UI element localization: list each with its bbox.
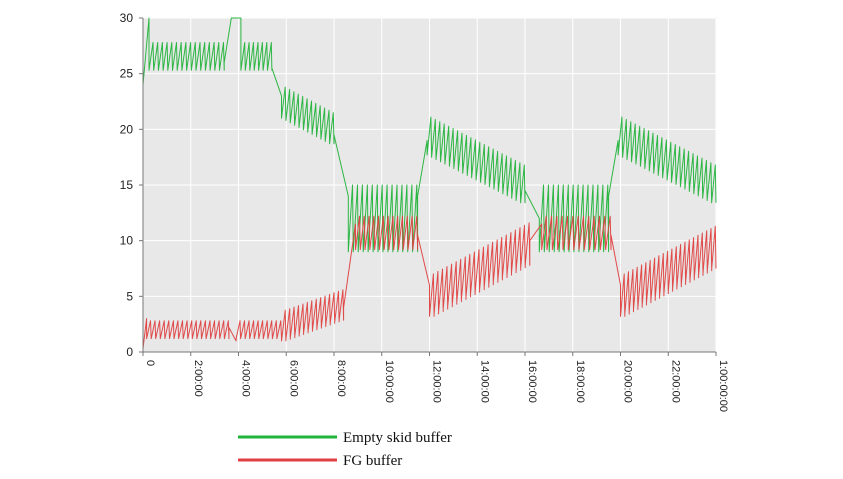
legend-label-empty-skid-buffer: Empty skid buffer xyxy=(343,430,452,446)
x-tick-label: 6:00:00 xyxy=(287,360,299,397)
x-tick-label: 20:00:00 xyxy=(622,360,634,403)
series-line-empty-skid-buffer xyxy=(142,17,717,253)
x-tick-label: 0 xyxy=(144,360,156,366)
y-tick-label: 15 xyxy=(120,178,134,192)
x-tick-label: 2:00:00 xyxy=(192,360,204,397)
x-tick-label: 16:00:00 xyxy=(526,360,538,403)
series-layer xyxy=(142,17,717,349)
x-tick-label: 10:00:00 xyxy=(383,360,395,403)
x-tick-label: 4:00:00 xyxy=(240,360,252,397)
y-tick-label: 10 xyxy=(120,234,134,248)
legend: Empty skid buffer FG buffer xyxy=(238,430,452,469)
series-line-fg-buffer xyxy=(142,215,717,349)
y-tick-label: 25 xyxy=(120,67,134,81)
x-tick-label: 22:00:00 xyxy=(669,360,681,403)
x-tick-label: 8:00:00 xyxy=(335,360,347,397)
y-tick-label: 5 xyxy=(126,289,133,303)
x-tick-label: 12:00:00 xyxy=(431,360,443,403)
y-tick-label: 20 xyxy=(120,122,134,136)
x-tick-label: 1:00:00:00 xyxy=(717,360,729,412)
legend-label-fg-buffer: FG buffer xyxy=(343,453,402,469)
y-tick-label: 0 xyxy=(126,345,133,359)
x-tick-label: 18:00:00 xyxy=(574,360,586,403)
axes: 0 5 10 15 20 25 30 0 2:00:00 4:00:00 6:00:00 8:00:0… xyxy=(120,11,729,412)
y-tick-label: 30 xyxy=(120,11,134,25)
x-tick-label: 14:00:00 xyxy=(478,360,490,403)
